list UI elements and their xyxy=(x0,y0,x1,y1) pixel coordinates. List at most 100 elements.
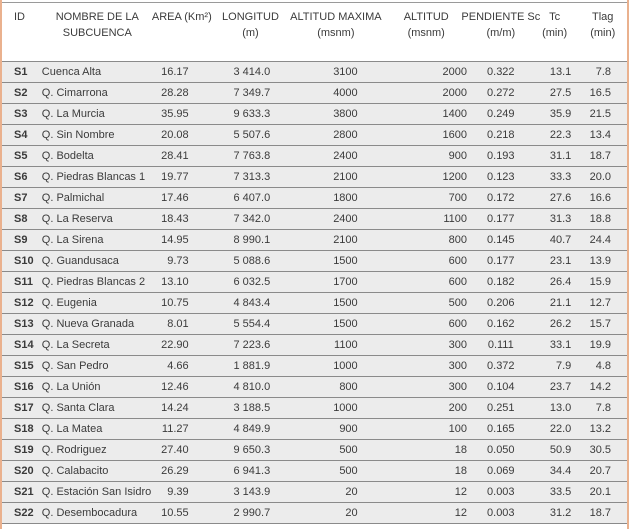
header-label: Tlag xyxy=(592,11,614,23)
header-cell-altitud: ALTITUD (msnm) xyxy=(382,3,471,61)
cell-area: 12.46 xyxy=(161,381,189,393)
cell-longitud: 4 843.4 xyxy=(233,297,271,309)
cell-tc: 40.7 xyxy=(549,234,572,246)
cell-pendiente-sc: 0.206 xyxy=(487,297,515,309)
cell-pendiente-sc: 0.272 xyxy=(487,87,515,99)
cell-id: S13 xyxy=(14,318,34,330)
cell-altitud: 12 xyxy=(454,507,468,519)
cell-tlag: 18.8 xyxy=(589,213,611,225)
cell-tlag: 15.7 xyxy=(589,318,611,330)
cell-id: S3 xyxy=(14,108,28,120)
cell-altitud-maxima: 20 xyxy=(345,486,358,498)
cell-altitud-maxima: 2400 xyxy=(333,213,358,225)
cell-tlag: 13.9 xyxy=(589,255,611,267)
cell-nombre: Q. Piedras Blancas 1 xyxy=(41,171,146,183)
cell-id: S12 xyxy=(14,297,34,309)
cell-pendiente-sc: 0.104 xyxy=(487,381,515,393)
cell-altitud: 900 xyxy=(448,150,468,162)
cell-longitud: 6 407.0 xyxy=(233,192,271,204)
cell-tc: 22.0 xyxy=(549,423,572,435)
cell-longitud: 5 088.6 xyxy=(233,255,271,267)
cell-tlag: 18.7 xyxy=(589,150,611,162)
cell-tlag: 21.5 xyxy=(589,108,611,120)
cell-id: S9 xyxy=(14,234,28,246)
cell-area: 35.95 xyxy=(161,108,189,120)
cell-area: 10.55 xyxy=(161,507,189,519)
header-cell-nombre: NOMBRE DE LA SUBCUENCA xyxy=(42,3,153,61)
cell-altitud-maxima: 1500 xyxy=(333,255,358,267)
cell-pendiente-sc: 0.177 xyxy=(487,255,515,267)
cell-nombre: Q. Desembocadura xyxy=(41,507,138,519)
cell-altitud: 700 xyxy=(448,192,468,204)
table-row: S9 Q. La Sirena 14.95 8 990.1 2100 800 0.145 40… xyxy=(2,229,627,250)
cell-tc: 22.3 xyxy=(549,129,572,141)
cell-nombre: Cuenca Alta xyxy=(41,66,102,78)
cell-id: S11 xyxy=(14,276,33,288)
cell-id: S4 xyxy=(14,129,28,141)
cell-area: 16.17 xyxy=(161,66,189,78)
cell-area: 26.29 xyxy=(161,465,189,477)
cell-area: 8.01 xyxy=(167,318,189,330)
cell-nombre: Q. Bodelta xyxy=(41,150,94,162)
table-header: ID NOMBRE DE LA SUBCUENCA AREA (Km²) LONGITU… xyxy=(2,2,627,61)
table-body: S1 Cuenca Alta 16.17 3 414.0 3100 2000 0.322 13… xyxy=(2,61,627,524)
cell-tc: 26.2 xyxy=(549,318,572,330)
cell-area: 27.40 xyxy=(161,444,189,456)
header-cell-area: AREA (Km²) xyxy=(152,3,212,61)
cell-tc: 21.1 xyxy=(549,297,572,309)
header-label: (msnm) xyxy=(407,27,445,39)
cell-tlag: 19.9 xyxy=(589,339,611,351)
cell-area: 20.08 xyxy=(161,129,189,141)
table-row: S22 Q. Desembocadura 10.55 2 990.7 20 12 0.003… xyxy=(2,502,627,523)
cell-pendiente-sc: 0.249 xyxy=(487,108,515,120)
cell-tlag: 24.4 xyxy=(589,234,611,246)
header-label: ALTITUD MAXIMA xyxy=(290,11,382,23)
cell-longitud: 3 414.0 xyxy=(233,66,271,78)
cell-nombre: Q. Santa Clara xyxy=(41,402,115,414)
cell-tc: 23.7 xyxy=(549,381,572,393)
cell-area: 28.41 xyxy=(161,150,189,162)
header-label: ID xyxy=(14,11,25,23)
header-label: (min) xyxy=(542,27,568,39)
cell-tlag: 30.5 xyxy=(589,444,611,456)
cell-longitud: 6 941.3 xyxy=(233,465,271,477)
cell-nombre: Q. Cimarrona xyxy=(41,87,108,99)
cell-altitud-maxima: 2800 xyxy=(333,129,358,141)
cell-altitud-maxima: 1000 xyxy=(333,360,358,372)
cell-altitud-maxima: 1500 xyxy=(333,297,358,309)
cell-tc: 31.2 xyxy=(549,507,572,519)
cell-id: S8 xyxy=(14,213,28,225)
cell-area: 13.10 xyxy=(161,276,189,288)
cell-nombre: Q. San Pedro xyxy=(41,360,109,372)
header-cell-tc: Tc (min) xyxy=(531,3,579,61)
cell-longitud: 1 881.9 xyxy=(233,360,271,372)
cell-tc: 50.9 xyxy=(549,444,572,456)
header-cell-longitud: LONGITUD (m) xyxy=(211,3,290,61)
cell-id: S1 xyxy=(14,66,28,78)
cell-pendiente-sc: 0.165 xyxy=(487,423,515,435)
cell-id: S2 xyxy=(14,87,28,99)
table-row: S4 Q. Sin Nombre 20.08 5 507.6 2800 1600 0.218… xyxy=(2,124,627,145)
cell-nombre: Q. Estación San Isidro xyxy=(41,486,152,498)
table-row: S3 Q. La Murcia 35.95 9 633.3 3800 1400 0.249 3… xyxy=(2,103,627,124)
cell-longitud: 8 990.1 xyxy=(233,234,271,246)
cell-altitud: 300 xyxy=(448,360,468,372)
cell-nombre: Q. La Reserva xyxy=(41,213,113,225)
cell-tc: 31.1 xyxy=(549,150,572,162)
cell-nombre: Q. Calabacito xyxy=(41,465,109,477)
cell-nombre: Q. Piedras Blancas 2 xyxy=(41,276,146,288)
cell-altitud: 18 xyxy=(454,465,468,477)
cell-nombre: Q. Palmichal xyxy=(41,192,105,204)
cell-id: S7 xyxy=(14,192,28,204)
cell-longitud: 9 633.3 xyxy=(233,108,271,120)
cell-altitud: 500 xyxy=(448,297,468,309)
cell-pendiente-sc: 0.182 xyxy=(487,276,515,288)
cell-altitud: 1400 xyxy=(442,108,468,120)
cell-altitud: 100 xyxy=(448,423,468,435)
cell-tlag: 20.7 xyxy=(589,465,611,477)
cell-altitud-maxima: 3800 xyxy=(333,108,358,120)
table-row: S5 Q. Bodelta 28.41 7 763.8 2400 900 0.193 31.1… xyxy=(2,145,627,166)
cell-area: 14.24 xyxy=(161,402,189,414)
cell-altitud: 200 xyxy=(448,402,468,414)
cell-altitud-maxima: 500 xyxy=(339,444,358,456)
